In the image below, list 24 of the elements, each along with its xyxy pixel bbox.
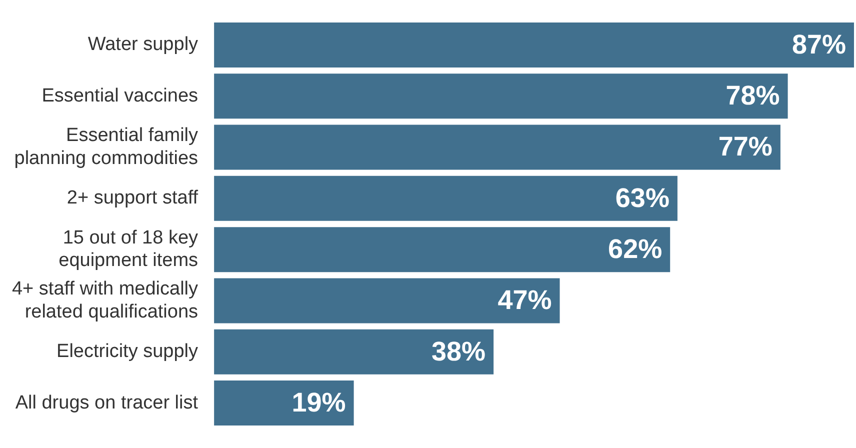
data-label: 19%	[292, 387, 346, 418]
bar	[214, 176, 678, 221]
bar	[214, 22, 854, 68]
bar	[214, 124, 780, 170]
data-label: 63%	[615, 182, 670, 213]
bar	[214, 278, 560, 324]
y-tick-label: 4+ staff with medically related qualifications	[12, 278, 199, 322]
bar	[214, 74, 788, 119]
data-label: 87%	[792, 29, 846, 60]
y-tick-label: All drugs on tracer list	[15, 392, 199, 414]
y-tick-label: 15 out of 18 key equipment items	[58, 227, 199, 272]
data-label: 62%	[608, 234, 662, 264]
y-tick-label: Essential family planning commodities	[14, 125, 199, 169]
data-label: 38%	[432, 336, 486, 366]
y-tick-label: Essential vaccines	[42, 85, 198, 106]
bar	[214, 227, 670, 272]
data-label: 77%	[718, 132, 772, 162]
data-label: 47%	[498, 285, 552, 316]
y-tick-label: Electricity supply	[56, 341, 199, 362]
bar	[214, 329, 494, 374]
bar	[214, 380, 354, 426]
y-tick-label: 2+ support staff	[66, 188, 199, 209]
data-label: 78%	[726, 80, 780, 111]
y-tick-label: Water supply	[88, 34, 199, 56]
